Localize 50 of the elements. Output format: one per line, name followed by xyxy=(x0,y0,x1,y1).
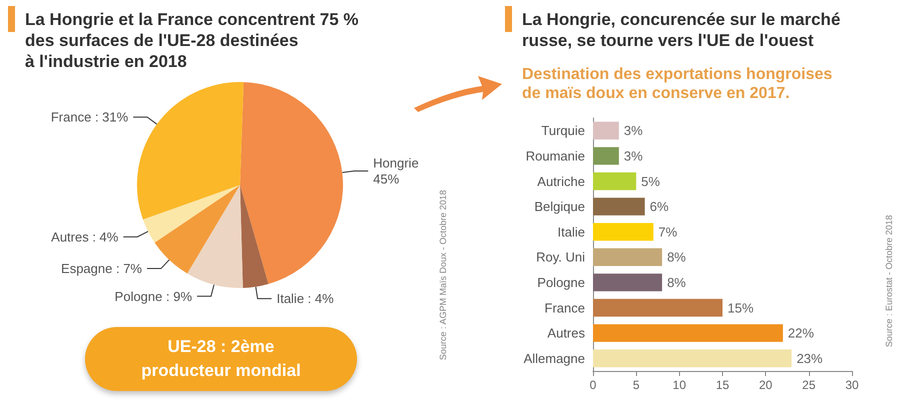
slice-label: France : 31% xyxy=(50,110,129,125)
bar xyxy=(593,274,662,292)
data-label: 45% xyxy=(373,171,400,186)
data-label: 22% xyxy=(788,326,814,341)
x-tick-label: 25 xyxy=(802,378,816,392)
source-note: Source : Eurostat - Octobre 2018 xyxy=(884,215,894,348)
y-tick-label: Belgique xyxy=(534,199,585,214)
bar xyxy=(593,172,636,190)
data-label: 15% xyxy=(728,300,754,316)
x-tick-label: 15 xyxy=(716,378,730,392)
y-tick-label: Allemagne xyxy=(524,350,585,366)
y-tick-label: Roy. Uni xyxy=(536,250,586,265)
chart-title: La Hongrie et la France concentrent 75 % des surfaces de l'UE-28 destinées à l'industrie en 2018 xyxy=(25,10,358,71)
badge: UE-28 : 2ème producteur mondial xyxy=(85,327,357,391)
bar xyxy=(593,122,619,140)
y-tick-label: Pologne xyxy=(537,274,585,290)
data-label: 8% xyxy=(667,250,686,265)
bar xyxy=(593,349,792,368)
slice-label: Espagne : 7% xyxy=(61,261,142,276)
x-tick-label: 30 xyxy=(845,378,859,392)
data-label: 3% xyxy=(624,123,644,138)
data-label: 8% xyxy=(667,274,686,290)
bar xyxy=(593,147,619,165)
y-tick-label: France xyxy=(544,300,585,316)
data-label: 23% xyxy=(796,350,824,366)
slice-label: Italie : 4% xyxy=(276,291,334,306)
data-label: 5% xyxy=(641,174,660,189)
slice-label: Pologne : 9% xyxy=(114,288,192,304)
y-tick-label: Autres xyxy=(547,326,586,341)
bar xyxy=(593,248,662,266)
x-tick-label: 20 xyxy=(758,378,773,392)
y-tick-label: Autriche xyxy=(537,174,585,189)
bar xyxy=(593,198,645,216)
x-tick-label: 10 xyxy=(672,378,686,392)
chart-subtitle: Destination des exportations hongroises de maïs doux en conserve en 2017. xyxy=(522,66,832,102)
y-tick-label: Turquie xyxy=(541,123,585,138)
bar xyxy=(593,222,654,241)
y-tick-label: Italie xyxy=(558,224,585,240)
slice-label: Autres : 4% xyxy=(51,229,119,244)
bar xyxy=(593,324,783,342)
y-tick-label: Roumanie xyxy=(526,148,585,164)
source-note: Source : AGPM Maïs Doux - Octobre 2018 xyxy=(438,190,448,360)
slice-label: Hongrie xyxy=(373,155,419,170)
x-tick-label: 5 xyxy=(632,378,640,392)
x-tick-label: 0 xyxy=(590,378,597,392)
bar xyxy=(593,298,722,317)
data-label: 3% xyxy=(624,148,644,164)
data-label: 7% xyxy=(658,224,678,240)
data-label: 6% xyxy=(650,199,670,214)
chart-title: La Hongrie, concurencée sur le marché russe, se tourne vers l'UE de l'ouest xyxy=(522,10,840,50)
